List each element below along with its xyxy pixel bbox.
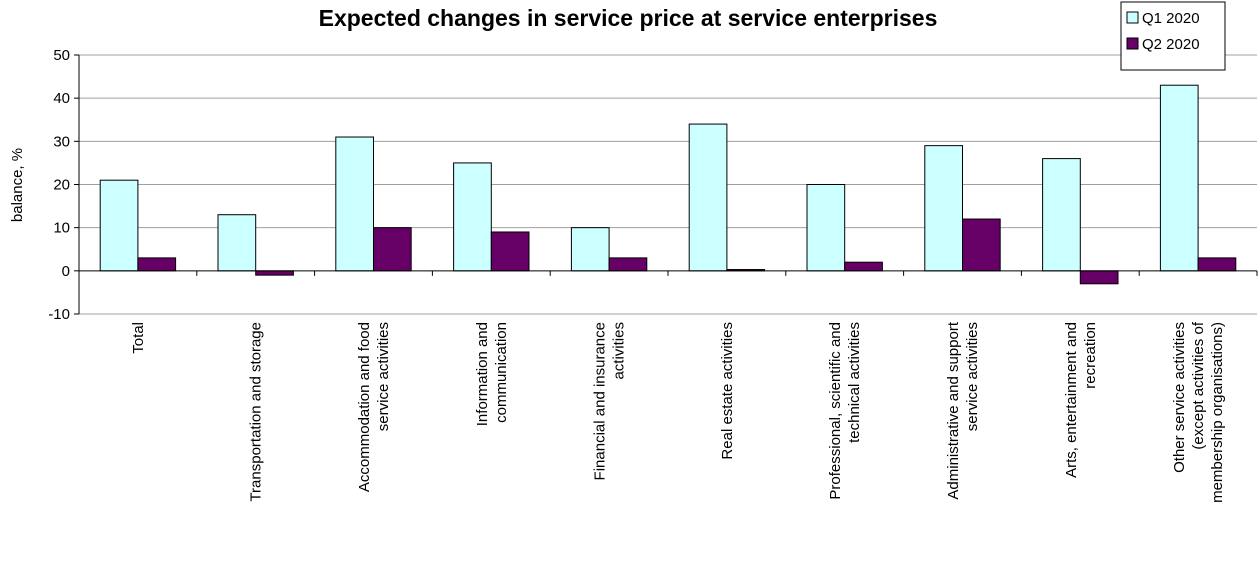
y-tick-label: 50 xyxy=(53,47,70,64)
y-tick-label: 40 xyxy=(53,90,70,107)
category-label: Information and xyxy=(474,322,491,426)
bar-q1-2020 xyxy=(570,227,610,272)
bar-q2-2020 xyxy=(962,218,1001,272)
bar-q1-2020 xyxy=(217,214,257,272)
legend-label: Q2 2020 xyxy=(1142,36,1200,53)
category-label: Other service activities xyxy=(1171,322,1188,473)
bar-q1-2020 xyxy=(453,162,492,272)
category-label: Administrative and support xyxy=(945,321,962,499)
bar-q1-2020 xyxy=(924,145,964,272)
bar-q1-2020 xyxy=(806,184,846,272)
legend-label: Q1 2020 xyxy=(1142,10,1200,27)
axes xyxy=(74,54,1258,315)
category-label: activities xyxy=(611,322,628,380)
y-tick-label: -10 xyxy=(48,306,70,323)
bar-q2-2020 xyxy=(490,231,530,272)
y-tick-label: 0 xyxy=(62,263,70,280)
legend: Q1 2020 Q2 2020 xyxy=(1120,1,1226,71)
bar-q2-2020 xyxy=(373,227,412,272)
category-label: Total xyxy=(130,322,147,354)
category-label: Real estate activities xyxy=(719,322,736,460)
bar-q2-2020 xyxy=(844,261,883,272)
bar-q1-2020 xyxy=(1159,84,1199,272)
category-label: technical activities xyxy=(846,322,863,443)
category-label: communication xyxy=(493,322,510,423)
chart-title: Expected changes in service price at ser… xyxy=(319,5,938,31)
category-label: Transportation and storage xyxy=(248,322,265,502)
category-labels: Total Transportation and storage Accommoda… xyxy=(130,321,1226,503)
legend-swatch xyxy=(1126,37,1139,50)
category-label: recreation xyxy=(1082,322,1099,389)
bar-q2-2020 xyxy=(1197,257,1237,272)
bar-q1-2020 xyxy=(335,136,374,272)
bar-q2-2020 xyxy=(608,257,648,272)
category-label: (except activities of xyxy=(1190,321,1207,449)
category-label: Financial and insurance xyxy=(592,322,609,480)
y-axis-title: balance, % xyxy=(9,148,26,222)
bar-q2-2020 xyxy=(137,257,177,272)
bar-q1-2020 xyxy=(688,123,728,272)
bar-q1-2020 xyxy=(99,179,139,272)
y-tick-label: 10 xyxy=(53,220,70,237)
category-label: membership organisations) xyxy=(1209,322,1226,503)
category-label: Accommodation and food xyxy=(356,322,373,492)
gridlines xyxy=(79,54,1257,315)
category-label: service activities xyxy=(964,322,981,431)
bar-q2-2020 xyxy=(255,270,294,276)
bars xyxy=(99,84,1237,285)
category-label: Arts, entertainment and xyxy=(1063,322,1080,478)
category-label: Professional, scientific and xyxy=(827,322,844,500)
bar-q2-2020 xyxy=(1079,270,1119,285)
y-tick-labels: -10 0 10 20 30 40 50 xyxy=(48,47,70,323)
bar-q1-2020 xyxy=(1042,158,1081,272)
y-tick-label: 20 xyxy=(53,177,70,194)
y-tick-label: 30 xyxy=(53,133,70,150)
category-label: service activities xyxy=(375,322,392,431)
legend-swatch xyxy=(1126,11,1139,24)
